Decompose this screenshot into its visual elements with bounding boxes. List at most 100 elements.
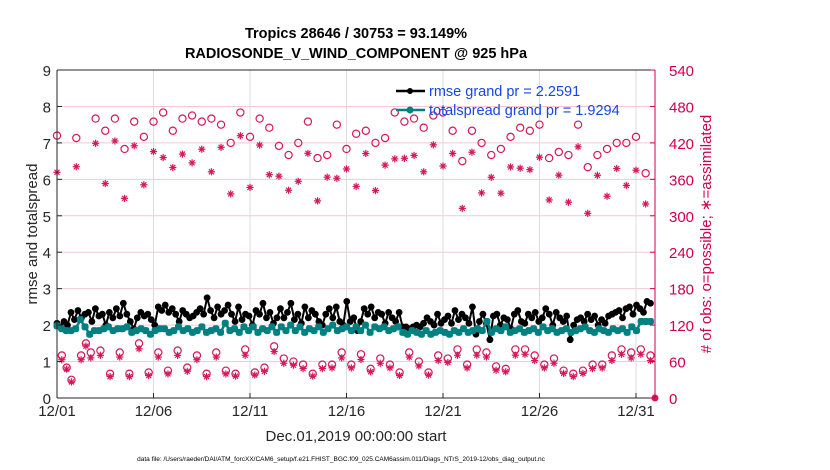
- obs-possible-marker: [371, 138, 380, 148]
- y2-tick-label: 120: [669, 318, 694, 335]
- point-totalspread: [478, 327, 486, 335]
- y2-axis-label: # of obs: o=possible; ∗=assimilated: [698, 115, 715, 354]
- obs-possible-marker: [477, 138, 486, 148]
- obs-assimilated-marker: [617, 350, 626, 358]
- point-rmse: [74, 307, 82, 314]
- obs-assimilated-marker: [313, 197, 322, 205]
- point-totalspread: [217, 328, 225, 336]
- point-rmse: [92, 305, 99, 313]
- obs-possible-marker: [380, 133, 390, 143]
- point-rmse: [228, 310, 235, 318]
- point-rmse: [71, 316, 78, 324]
- obs-assimilated-marker: [444, 358, 452, 367]
- point-rmse: [238, 316, 246, 324]
- obs-assimilated-marker: [526, 166, 534, 174]
- point-rmse: [112, 305, 120, 313]
- point-totalspread: [268, 323, 276, 331]
- obs-assimilated-marker: [227, 190, 235, 198]
- obs-possible-marker: [467, 126, 477, 135]
- obs-assimilated-marker: [424, 371, 433, 379]
- point-rmse: [584, 310, 592, 318]
- point-rmse: [455, 316, 462, 324]
- obs-assimilated-marker: [207, 168, 215, 176]
- point-rmse: [538, 314, 546, 322]
- point-rmse: [311, 310, 319, 318]
- point-rmse: [552, 308, 560, 316]
- point-rmse: [224, 301, 232, 309]
- point-rmse: [395, 308, 403, 316]
- point-rmse: [615, 307, 623, 314]
- obs-assimilated-marker: [202, 373, 211, 381]
- x-tick-label: 12/16: [328, 403, 366, 420]
- y2-tick-label: 300: [669, 209, 694, 226]
- obs-assimilated-marker: [564, 198, 573, 206]
- obs-possible-marker: [506, 132, 515, 142]
- point-totalspread: [623, 328, 631, 336]
- y-tick-label: 0: [43, 391, 51, 408]
- point-rmse: [570, 321, 578, 329]
- point-totalspread: [296, 323, 304, 331]
- point-rmse: [277, 305, 284, 313]
- obs-assimilated-marker: [198, 145, 206, 153]
- obs-possible-marker: [342, 144, 351, 154]
- obs-possible-marker: [323, 150, 332, 160]
- obs-assimilated-marker: [217, 143, 225, 151]
- point-totalspread: [646, 317, 654, 325]
- point-totalspread: [221, 319, 229, 327]
- legend-rmse-label: rmse grand pr = 2.2591: [429, 84, 580, 100]
- obs-assimilated-marker: [111, 137, 119, 145]
- point-rmse: [147, 316, 155, 324]
- obs-assimilated-marker: [613, 164, 621, 173]
- point-totalspread: [502, 323, 510, 331]
- point-rmse: [350, 314, 358, 322]
- point-rmse: [64, 321, 71, 329]
- point-rmse: [493, 310, 501, 318]
- point-rmse: [123, 310, 131, 318]
- point-totalspread: [315, 323, 323, 331]
- obs-assimilated-marker: [598, 364, 606, 372]
- point-totalspread: [632, 327, 640, 335]
- obs-assimilated-marker: [154, 353, 162, 361]
- obs-assimilated-marker: [178, 150, 187, 158]
- point-rmse: [168, 305, 176, 313]
- obs-possible-marker: [535, 120, 544, 129]
- y2-tick-label: 180: [669, 282, 694, 299]
- point-rmse: [619, 314, 626, 322]
- obs-possible-marker: [641, 169, 650, 178]
- obs-assimilated-marker: [516, 164, 524, 172]
- point-rmse: [235, 303, 242, 311]
- point-rmse: [545, 310, 553, 318]
- obs-assimilated-marker: [646, 356, 655, 365]
- obs-possible-marker: [236, 108, 245, 117]
- obs-possible-marker: [265, 123, 274, 132]
- obs-possible-marker: [351, 129, 361, 138]
- point-rmse: [126, 318, 134, 325]
- point-rmse: [203, 294, 211, 302]
- obs-possible-marker: [525, 126, 535, 135]
- point-rmse: [144, 310, 152, 318]
- point-rmse: [563, 312, 571, 320]
- grid-lines: [57, 70, 655, 398]
- obs-possible-marker: [448, 126, 457, 135]
- obs-assimilated-marker: [164, 370, 172, 378]
- obs-possible-marker: [409, 114, 419, 123]
- obs-possible-marker: [168, 126, 177, 135]
- point-rmse: [476, 318, 483, 325]
- obs-assimilated-marker: [584, 209, 592, 217]
- obs-possible-marker: [101, 126, 110, 135]
- obs-assimilated-marker: [497, 189, 505, 197]
- obs-assimilated-marker: [280, 359, 288, 367]
- obs-assimilated-marker: [77, 356, 85, 364]
- point-rmse: [371, 314, 379, 322]
- point-rmse: [256, 310, 263, 318]
- point-rmse: [266, 308, 274, 316]
- point-totalspread: [249, 323, 257, 331]
- point-rmse: [392, 318, 400, 325]
- obs-possible-marker: [245, 132, 255, 142]
- obs-assimilated-marker: [333, 174, 341, 182]
- obs-possible-marker: [419, 123, 428, 132]
- point-rmse: [462, 314, 469, 322]
- point-rmse: [196, 305, 204, 313]
- obs-possible-marker: [216, 120, 226, 129]
